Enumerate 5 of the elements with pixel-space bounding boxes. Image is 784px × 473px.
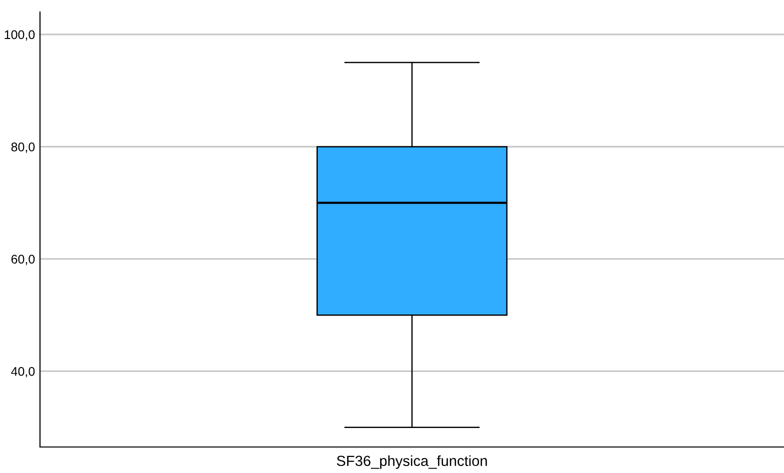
y-tick-label: 80,0 (11, 142, 35, 153)
x-tick-label: SF36_physica_function (336, 455, 487, 469)
y-tick-label: 60,0 (11, 254, 35, 266)
y-tick-label: 40,0 (11, 367, 35, 378)
y-tick-label: 100,0 (4, 30, 35, 41)
